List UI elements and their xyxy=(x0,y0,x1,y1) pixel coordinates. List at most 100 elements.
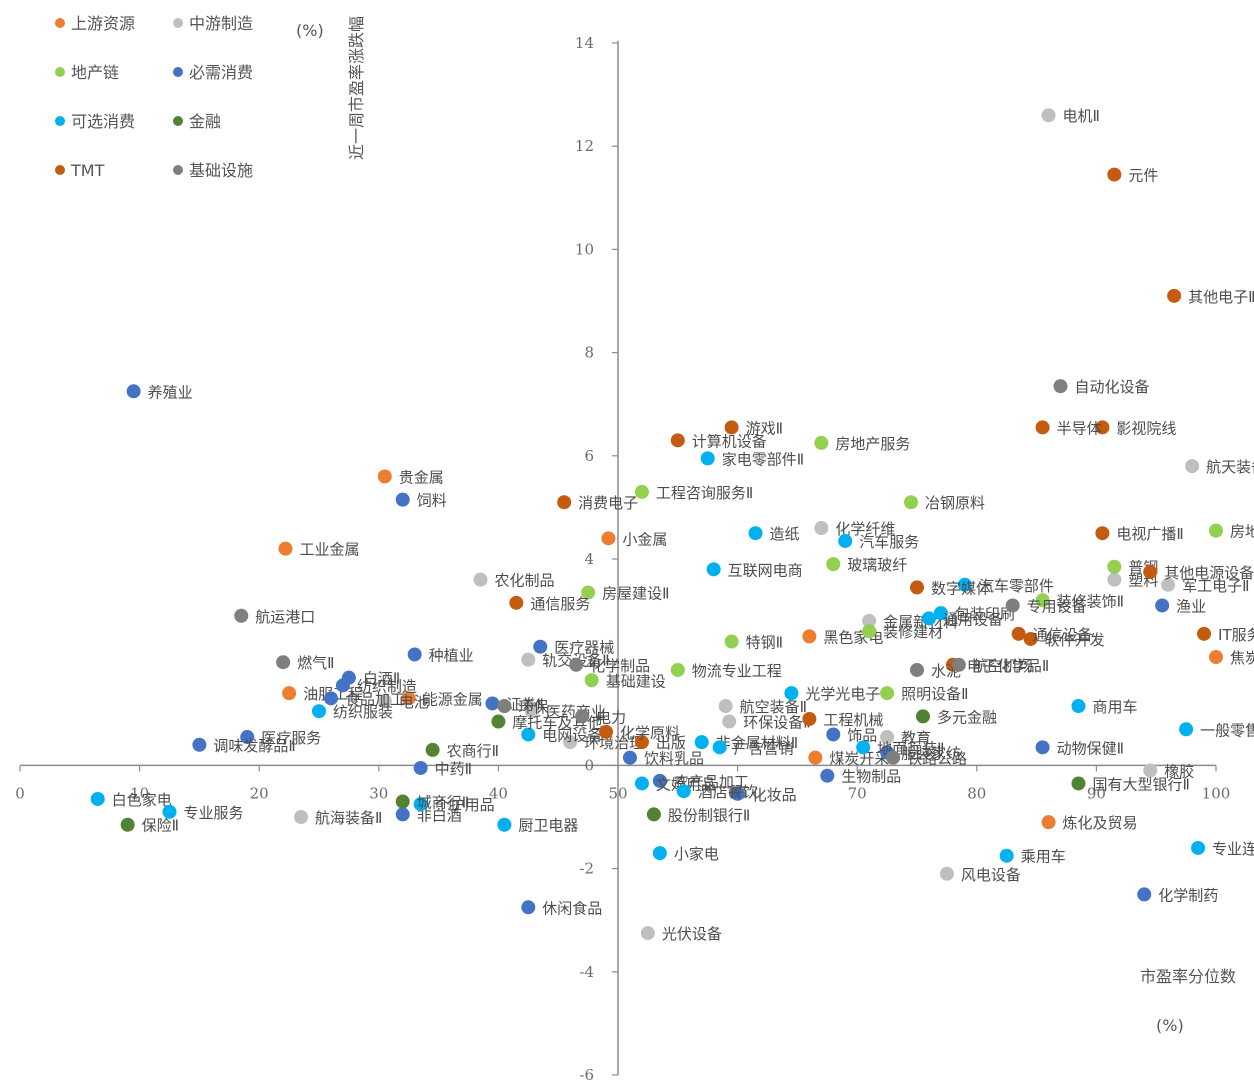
data-point xyxy=(395,807,410,822)
data-point xyxy=(694,735,709,750)
data-point xyxy=(939,866,954,881)
legend-label: 地产链 xyxy=(71,63,119,82)
data-point xyxy=(706,562,721,577)
y-axis-title: 近一周市盈率涨跌幅 xyxy=(347,16,366,160)
data-label: 数字媒体 xyxy=(931,579,991,597)
legend-marker xyxy=(55,116,65,126)
data-label: 橡胶 xyxy=(1164,763,1194,781)
data-label: 白色家电 xyxy=(112,791,172,809)
data-point xyxy=(584,673,599,688)
data-point xyxy=(951,657,966,672)
data-point xyxy=(826,727,841,742)
y-tick-label: -4 xyxy=(579,963,594,981)
y-tick-label: 2 xyxy=(584,653,594,671)
data-point xyxy=(521,652,536,667)
data-label: 其他电源设备Ⅱ xyxy=(1164,564,1254,582)
data-label: 风电设备 xyxy=(961,866,1021,884)
data-label: 生物制品 xyxy=(841,768,901,786)
data-label: 航空机场 xyxy=(973,657,1033,675)
data-label: 航天装备Ⅱ xyxy=(1206,458,1254,476)
data-label: 家电零部件Ⅱ xyxy=(722,450,804,468)
data-point xyxy=(335,678,350,693)
data-label: 动物保健Ⅱ xyxy=(1057,739,1124,757)
data-point xyxy=(497,699,512,714)
data-point xyxy=(282,686,297,701)
data-label: 小金属 xyxy=(622,530,667,548)
data-label: 中药Ⅱ xyxy=(435,760,472,778)
x-tick-label: 20 xyxy=(250,784,269,802)
data-label: 饲料 xyxy=(417,492,447,510)
data-label: 光伏设备 xyxy=(662,925,722,943)
data-point xyxy=(1035,420,1050,435)
data-label: 游戏Ⅱ xyxy=(746,419,783,437)
data-point xyxy=(802,629,817,644)
x-tick-label: 80 xyxy=(967,784,986,802)
x-axis-title: 市盈率分位数 xyxy=(1140,967,1236,986)
data-label: 互联网电商 xyxy=(728,561,803,579)
data-label: 汽车零部件 xyxy=(979,577,1054,595)
y-tick-label: 0 xyxy=(584,756,594,774)
data-point xyxy=(646,807,661,822)
y-tick-label: 10 xyxy=(575,240,594,258)
data-label: 汽车服务 xyxy=(859,533,919,551)
data-point xyxy=(473,572,488,587)
data-label: 房地产服务 xyxy=(835,435,910,453)
data-label: 化妆品 xyxy=(752,786,797,804)
data-label: 农商行Ⅱ xyxy=(447,742,499,760)
data-point xyxy=(1143,564,1158,579)
x-tick-label: 40 xyxy=(489,784,508,802)
data-point xyxy=(1011,626,1026,641)
data-label: 影视院线 xyxy=(1116,419,1176,437)
legend-label: 可选消费 xyxy=(71,112,135,131)
data-label: 铁路公路 xyxy=(907,750,967,768)
data-label: 半导体 xyxy=(1057,419,1102,437)
data-label: 保险Ⅱ xyxy=(142,817,179,835)
data-point xyxy=(407,647,422,662)
data-point xyxy=(521,727,536,742)
data-point xyxy=(126,384,141,399)
data-label: 商用车 xyxy=(1092,698,1137,716)
data-label: 化学原料 xyxy=(620,724,680,742)
data-label: 装修建材 xyxy=(883,623,943,641)
data-point xyxy=(676,784,691,799)
legend-label: 上游资源 xyxy=(71,14,135,33)
data-point xyxy=(1209,523,1223,538)
data-point xyxy=(1053,379,1068,394)
data-point xyxy=(1035,740,1050,755)
data-label: 非金属材料Ⅱ xyxy=(716,734,798,752)
data-label: 厨卫电器 xyxy=(518,817,578,835)
data-label: 贵金属 xyxy=(399,468,444,486)
data-label: 煤炭开采 xyxy=(829,750,889,768)
data-label: 个护用品 xyxy=(435,796,495,814)
data-point xyxy=(1071,776,1086,791)
data-label: 专业连锁Ⅱ xyxy=(1212,840,1254,858)
data-label: 医疗服务 xyxy=(261,729,321,747)
data-point xyxy=(802,711,817,726)
data-point xyxy=(1023,631,1038,646)
data-label: 基础建设 xyxy=(606,672,666,690)
data-label: 饰品 xyxy=(847,726,877,744)
data-label: 文娱用品 xyxy=(656,775,716,793)
data-point xyxy=(670,662,685,677)
data-point xyxy=(377,469,392,484)
data-label: 乘用车 xyxy=(1021,848,1066,866)
data-label: 炼化及贸易 xyxy=(1063,814,1138,832)
data-point xyxy=(1107,559,1122,574)
data-label: 调味发酵品Ⅱ xyxy=(213,737,295,755)
data-label: 自动化设备 xyxy=(1075,378,1150,396)
data-point xyxy=(808,750,823,765)
data-label: 养殖业 xyxy=(148,383,193,401)
data-label: 军工电子Ⅱ xyxy=(1182,577,1249,595)
data-label: 渔业 xyxy=(1176,597,1206,615)
data-label: 服装家纺 xyxy=(901,745,961,763)
data-point xyxy=(312,704,326,719)
x-axis-unit: (%) xyxy=(1156,1016,1184,1035)
data-point xyxy=(1041,815,1056,830)
data-point xyxy=(700,451,715,466)
data-point xyxy=(533,639,548,654)
data-point xyxy=(395,492,410,507)
data-label: 非白酒 xyxy=(417,806,462,824)
data-point xyxy=(921,611,936,626)
